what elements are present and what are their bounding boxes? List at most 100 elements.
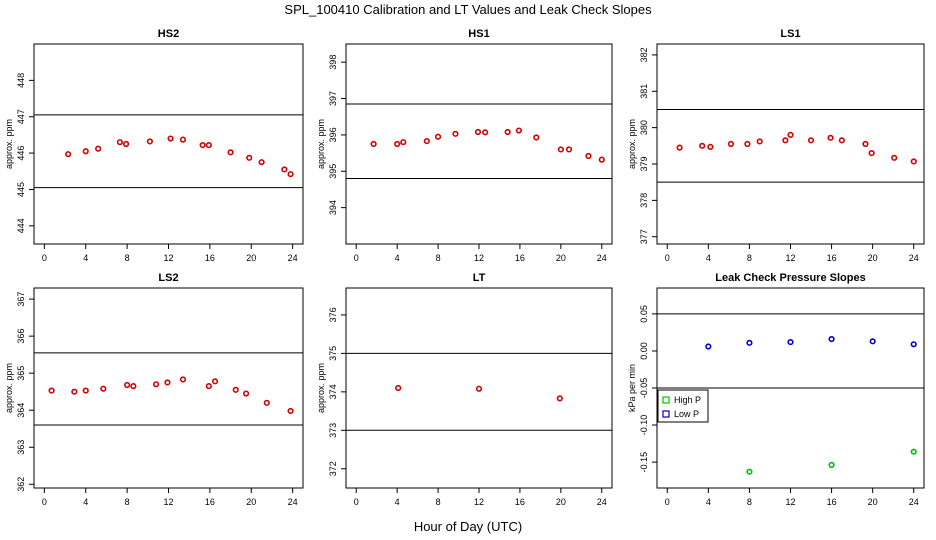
chart-panel: LT 0 4 8 12 16 20 24 372 373 374 375 376 approx. ppm bbox=[316, 272, 613, 507]
plot-frame bbox=[656, 43, 925, 245]
panel-title: HS1 bbox=[468, 28, 489, 40]
data-point bbox=[370, 140, 377, 148]
panel-title: HS2 bbox=[158, 28, 179, 40]
data-point bbox=[82, 387, 89, 394]
x-tick-label: 0 bbox=[42, 253, 47, 263]
y-axis-label: approx. ppm bbox=[4, 363, 14, 413]
chart-panel: LS2 0 4 8 12 16 20 24 362 363 364 365 366 367 approx. … bbox=[4, 272, 304, 507]
data-point bbox=[910, 341, 917, 348]
plot-frame bbox=[33, 43, 304, 245]
data-point bbox=[699, 142, 706, 149]
data-point bbox=[891, 154, 898, 161]
data-point bbox=[474, 128, 482, 136]
data-point bbox=[287, 171, 294, 178]
data-point bbox=[585, 152, 592, 160]
data-point bbox=[707, 143, 714, 151]
x-tick-label: 20 bbox=[868, 497, 878, 507]
y-tick-label: 367 bbox=[16, 292, 26, 307]
data-point bbox=[504, 128, 511, 136]
data-point bbox=[556, 395, 563, 402]
x-tick-label: 24 bbox=[288, 253, 298, 263]
y-tick-label: 374 bbox=[328, 384, 338, 399]
data-point bbox=[205, 141, 212, 149]
legend-swatch bbox=[662, 396, 670, 404]
data-point bbox=[868, 149, 875, 157]
data-point bbox=[179, 376, 187, 383]
plot-frame bbox=[345, 43, 613, 245]
y-tick-label: 444 bbox=[16, 218, 26, 233]
x-tick-label: 0 bbox=[665, 497, 670, 507]
y-tick-label: 379 bbox=[639, 156, 649, 171]
data-point bbox=[199, 141, 206, 149]
data-point bbox=[82, 148, 89, 155]
data-point bbox=[827, 134, 834, 141]
data-point bbox=[205, 383, 212, 390]
data-point bbox=[146, 138, 153, 145]
x-tick-label: 0 bbox=[665, 253, 670, 263]
data-point bbox=[211, 378, 219, 385]
legend-label: High P bbox=[674, 395, 701, 405]
x-tick-label: 12 bbox=[785, 253, 795, 263]
y-tick-label: 381 bbox=[639, 84, 649, 99]
data-point bbox=[395, 384, 402, 392]
x-tick-label: 16 bbox=[205, 253, 215, 263]
data-point bbox=[746, 339, 753, 346]
y-tick-label: 397 bbox=[328, 91, 338, 106]
data-point bbox=[598, 156, 605, 163]
data-point bbox=[246, 154, 253, 161]
data-point bbox=[167, 135, 174, 142]
data-point bbox=[746, 468, 753, 475]
data-point bbox=[95, 145, 102, 152]
x-tick-label: 0 bbox=[354, 497, 359, 507]
panel-title: LT bbox=[473, 272, 486, 284]
data-point bbox=[287, 407, 294, 415]
y-axis-label: approx. ppm bbox=[316, 119, 326, 169]
chart-panel: Leak Check Pressure Slopes 0 4 8 12 16 20 24 -0.… bbox=[627, 272, 925, 507]
x-tick-label: 4 bbox=[706, 253, 711, 263]
x-tick-label: 24 bbox=[909, 253, 919, 263]
x-tick-label: 8 bbox=[747, 253, 752, 263]
data-point bbox=[71, 388, 78, 395]
data-point bbox=[227, 149, 234, 156]
x-tick-label: 24 bbox=[288, 497, 298, 507]
data-point bbox=[65, 151, 72, 158]
y-tick-label: 364 bbox=[16, 403, 26, 418]
y-tick-label: 447 bbox=[16, 109, 26, 124]
x-tick-label: 20 bbox=[246, 497, 256, 507]
y-tick-label: 376 bbox=[328, 307, 338, 322]
x-tick-label: 16 bbox=[515, 253, 525, 263]
figure-xlabel: Hour of Day (UTC) bbox=[414, 519, 522, 534]
x-tick-label: 16 bbox=[827, 497, 837, 507]
chart-panel: HS2 0 4 8 12 16 20 24 444 445 446 447 448 approx. ppm bbox=[4, 28, 304, 263]
y-tick-label: 372 bbox=[328, 461, 338, 476]
x-tick-label: 12 bbox=[474, 253, 484, 263]
x-tick-label: 24 bbox=[597, 253, 607, 263]
legend-swatch bbox=[662, 410, 670, 418]
x-tick-label: 12 bbox=[474, 497, 484, 507]
data-point bbox=[533, 134, 540, 141]
y-tick-label: 366 bbox=[16, 329, 26, 344]
data-point bbox=[130, 383, 137, 390]
data-point bbox=[807, 137, 815, 144]
y-tick-label: 363 bbox=[16, 440, 26, 455]
data-point bbox=[48, 387, 55, 394]
x-tick-label: 4 bbox=[395, 253, 400, 263]
legend-label: Low P bbox=[674, 409, 699, 419]
x-tick-label: 4 bbox=[83, 253, 88, 263]
y-axis-label: approx. ppm bbox=[316, 363, 326, 413]
data-point bbox=[515, 127, 523, 134]
y-tick-label: -0.05 bbox=[639, 378, 649, 399]
x-tick-label: 16 bbox=[515, 497, 525, 507]
panel-title: LS1 bbox=[780, 28, 800, 40]
x-tick-label: 20 bbox=[246, 253, 256, 263]
x-tick-label: 20 bbox=[556, 253, 566, 263]
panel-title: Leak Check Pressure Slopes bbox=[715, 272, 865, 284]
y-tick-label: 380 bbox=[639, 120, 649, 135]
data-point bbox=[400, 139, 407, 146]
data-point bbox=[452, 130, 459, 137]
x-tick-label: 24 bbox=[597, 497, 607, 507]
y-tick-label: 396 bbox=[328, 127, 338, 142]
x-tick-label: 12 bbox=[163, 253, 173, 263]
y-tick-label: 0.05 bbox=[639, 305, 649, 323]
